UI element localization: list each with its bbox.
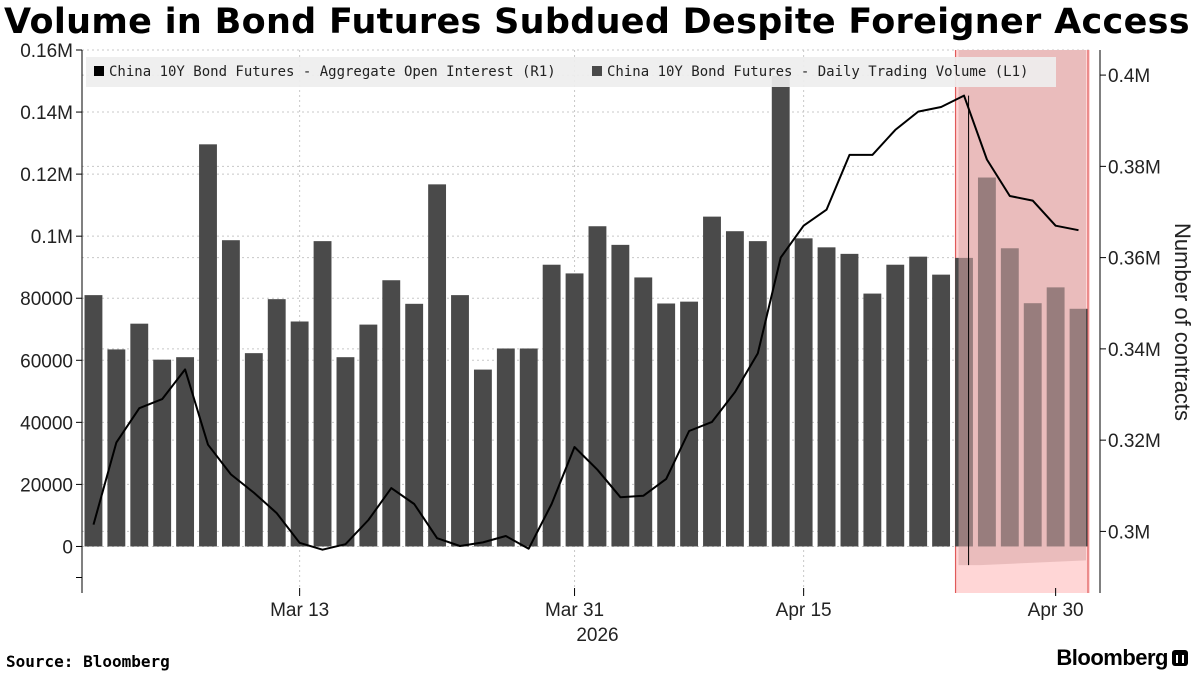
volume-bar	[290, 321, 309, 547]
volume-bar	[336, 357, 355, 547]
volume-bar	[428, 184, 447, 547]
volume-bar	[496, 348, 515, 547]
y-tick-label-left: 0.12M	[20, 165, 73, 186]
volume-bar	[703, 216, 721, 547]
volume-bar	[359, 324, 378, 547]
y-tick-label-right: 0.4M	[1108, 66, 1150, 87]
brand-name: Bloomberg	[1056, 645, 1168, 670]
legend: China 10Y Bond Futures - Aggregate Open …	[86, 57, 1056, 87]
volume-bar	[565, 273, 584, 547]
volume-bar	[473, 369, 492, 547]
volume-bar	[794, 238, 813, 547]
volume-bar	[382, 280, 401, 547]
source-note: Source: Bloomberg	[6, 652, 170, 671]
volume-bar	[611, 244, 630, 547]
volume-bar	[313, 241, 332, 547]
legend-swatch	[94, 66, 104, 76]
brand-logo: Bloomberg	[1056, 645, 1188, 671]
y-tick-label-right: 0.34M	[1108, 340, 1161, 361]
volume-bar	[909, 256, 928, 547]
y-tick-label-left: 40000	[20, 413, 73, 434]
x-tick-label: Apr 15	[776, 600, 832, 621]
y-tick-label-left: 20000	[20, 475, 73, 496]
x-tick-label: Mar 13	[270, 600, 329, 621]
y-axis-label-right: Number of contracts	[1170, 223, 1195, 421]
volume-bar	[817, 247, 836, 547]
volume-bar	[863, 293, 882, 547]
volume-bar	[932, 274, 951, 547]
volume-bar	[771, 75, 790, 547]
volume-bar	[84, 295, 103, 547]
volume-bar	[107, 349, 126, 547]
legend-entry: China 10Y Bond Futures - Aggregate Open …	[109, 64, 556, 80]
legend-swatch	[592, 66, 602, 76]
volume-bar	[542, 264, 561, 547]
volume-bar	[840, 253, 859, 547]
volume-bar	[199, 144, 217, 547]
volume-bar	[244, 353, 263, 547]
y-tick-label-left: 0.1M	[31, 227, 73, 248]
volume-bar	[725, 231, 744, 547]
volume-bar	[634, 277, 653, 547]
open-interest-line	[92, 94, 1079, 551]
volume-bar	[153, 359, 172, 547]
legend-entry: China 10Y Bond Futures - Daily Trading V…	[607, 64, 1028, 80]
volume-bar	[405, 303, 424, 547]
volume-bar	[680, 301, 699, 547]
volume-bar	[588, 226, 607, 547]
volume-bar	[886, 264, 905, 547]
y-tick-label-left: 0.16M	[20, 41, 73, 62]
volume-bar	[130, 323, 149, 547]
volume-bar	[221, 240, 240, 547]
y-tick-label-right: 0.3M	[1108, 522, 1150, 543]
highlight-overlay	[958, 50, 1086, 566]
terminal-icon	[1172, 650, 1188, 666]
volume-bar	[657, 303, 676, 547]
x-tick-label: Apr 30	[1028, 600, 1084, 621]
volume-bar	[267, 299, 286, 547]
volume-bar	[748, 241, 767, 547]
volume-bar	[451, 295, 469, 547]
y-tick-label-left: 80000	[20, 289, 73, 310]
y-tick-label-left: 0	[62, 537, 73, 558]
y-tick-label-right: 0.38M	[1108, 157, 1161, 178]
volume-bar	[176, 357, 195, 547]
legend-background	[86, 57, 1056, 87]
x-year-label: 2026	[576, 625, 618, 646]
y-tick-label-left: 60000	[20, 351, 73, 372]
y-tick-label-left: 0.14M	[20, 103, 73, 124]
x-tick-label: Mar 31	[545, 600, 604, 621]
y-tick-label-right: 0.36M	[1108, 249, 1161, 270]
chart-title: Volume in Bond Futures Subdued Despite F…	[4, 2, 1190, 42]
volume-bar	[519, 348, 538, 547]
y-tick-label-right: 0.32M	[1108, 431, 1161, 452]
